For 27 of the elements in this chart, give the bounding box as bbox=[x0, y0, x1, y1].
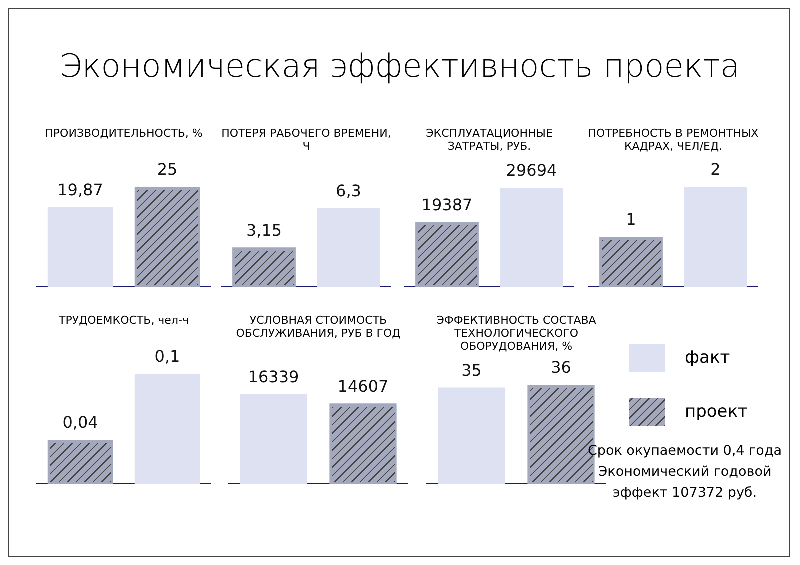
chart-title: ПРОИЗВОДИТЕЛЬНОСТЬ, % bbox=[44, 127, 204, 142]
data-label: 2 bbox=[710, 160, 721, 180]
data-label: 36 bbox=[551, 358, 572, 378]
data-label: 19387 bbox=[422, 196, 473, 215]
data-label: 0,1 bbox=[154, 347, 180, 366]
data-label: 25 bbox=[157, 160, 178, 180]
chart-title: ПОТРЕБНОСТЬ В РЕМОНТНЫХ КАДРАХ, ЧЕЛ/ЕД. bbox=[587, 127, 760, 155]
data-label: 14607 bbox=[338, 376, 389, 396]
chart-title: ПОТЕРЯ РАБОЧЕГО ВРЕМЕНИ, Ч bbox=[220, 127, 392, 155]
chart-title: ТРУДОЕМКОСТЬ, чел-ч bbox=[58, 314, 190, 329]
text: Экономическая эффективность проекта bbox=[58, 47, 742, 85]
chart-title: ЭКСПЛУАТАЦИОННЫЕ ЗАТРАТЫ, РУБ. bbox=[425, 127, 554, 155]
chart-title: УСЛОВНАЯ СТОИМОСТЬ ОБСЛУЖИВАНИЯ, РУБ В ГОД bbox=[235, 314, 402, 342]
data-label: 6,3 bbox=[336, 181, 362, 200]
data-label: 0,04 bbox=[62, 413, 98, 432]
data-label: 35 bbox=[462, 360, 482, 380]
text: проект bbox=[685, 402, 748, 422]
annotation: Срок окупаемости 0,4 года bbox=[586, 442, 784, 461]
data-label: 1 bbox=[626, 210, 636, 230]
data-label: 16339 bbox=[248, 367, 300, 386]
chart-title: ЭФФЕКТИВНОСТЬ СОСТАВА ТЕХНОЛОГИЧЕСКОГО ОБОРУДОВАНИЯ, % bbox=[436, 314, 598, 353]
data-label: 3,15 bbox=[246, 220, 282, 240]
data-label: 19,87 bbox=[58, 180, 104, 200]
text: эффект 107372 руб. bbox=[612, 484, 758, 503]
text: факт bbox=[685, 348, 730, 368]
annotation: Экономический годовой bbox=[597, 463, 773, 482]
data-label: 29694 bbox=[506, 161, 558, 180]
